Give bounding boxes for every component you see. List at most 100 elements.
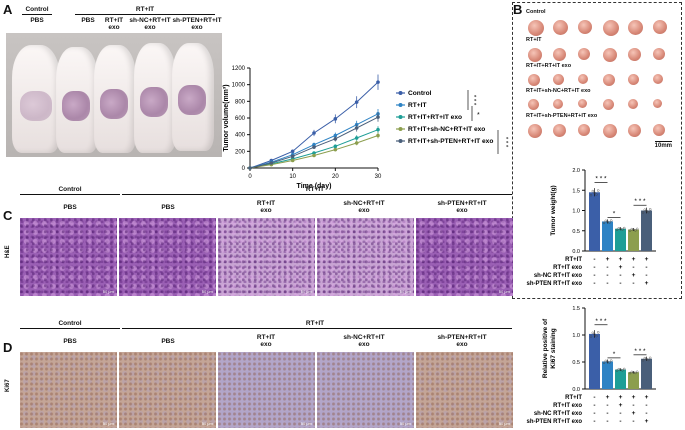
matrix-row-label: sh-NC RT+IT exo [534, 411, 583, 417]
tumor-specimen [653, 124, 665, 136]
tumor-specimen [528, 48, 542, 62]
matrix-sign: - [593, 280, 595, 287]
y-tick-label: 200 [235, 149, 246, 155]
data-point [648, 208, 652, 211]
x-tick-label: 10 [289, 174, 296, 180]
data-point [595, 334, 598, 338]
matrix-sign: + [645, 418, 649, 425]
data-point [593, 333, 596, 336]
d-col-label: sh-PTEN+RT+IT exo [437, 334, 487, 348]
legend-label: Control [408, 90, 432, 97]
matrix-sign: + [645, 394, 649, 401]
tumor-specimen [578, 124, 590, 136]
y-tick-label: 0 [242, 166, 246, 172]
matrix-sign: + [632, 410, 636, 417]
matrix-sign: + [619, 394, 623, 401]
tumor-specimen [528, 20, 544, 36]
data-point [634, 371, 637, 375]
legend-marker [398, 115, 403, 119]
tumor-row-label: RT+IT+sh-NC+RT+IT exo [526, 88, 591, 94]
c-header-line [20, 194, 120, 195]
data-point [641, 359, 645, 362]
significance-stars: * * * [595, 176, 607, 183]
data-point [376, 80, 380, 84]
ki67-chart: 0.0 0.5 1.0 1.5 Relative positive of Ki67 sta… [526, 306, 656, 425]
matrix-sign: - [593, 272, 595, 279]
y-tick-label: 800 [235, 99, 246, 105]
bar [589, 192, 600, 251]
matrix-sign: + [619, 402, 623, 409]
bar [641, 358, 652, 389]
he-row-label: H&E [5, 245, 11, 258]
data-point [645, 209, 648, 213]
series-line [249, 113, 379, 169]
tumor-specimen [653, 99, 662, 108]
tumor-specimen [628, 20, 643, 35]
data-point [596, 331, 600, 334]
data-point [615, 369, 619, 372]
ki67-image: 50 μm [119, 352, 216, 428]
panel-label-d: D [3, 340, 13, 355]
d-header-rtit: RT+IT [305, 320, 325, 327]
c-col-label: RT+IT exo [256, 200, 276, 214]
tumor-specimen [653, 74, 663, 84]
a-group-label: PBS [81, 17, 95, 24]
matrix-sign: - [619, 418, 621, 425]
matrix-sign: + [645, 280, 649, 287]
matrix-sign: - [619, 410, 621, 417]
significance-stars: * [477, 112, 480, 119]
matrix-sign: + [606, 394, 610, 401]
data-point [333, 133, 338, 138]
y-axis-label: Tumor weight(g) [550, 185, 557, 235]
bar [615, 369, 626, 389]
matrix-sign: + [606, 256, 610, 263]
matrix-sign: - [645, 264, 647, 271]
scale-bar: 10mm [654, 141, 672, 149]
c-header-line [122, 194, 512, 195]
data-point [591, 189, 595, 193]
data-point [312, 131, 316, 135]
scale-bar: 50 μm [399, 289, 411, 294]
data-point [269, 161, 274, 165]
y-axis-label: Tumor volume(mm³) [223, 84, 230, 151]
matrix-sign: - [593, 264, 595, 271]
matrix-sign: - [632, 264, 634, 271]
a-header-control: Control [25, 6, 49, 13]
data-point [354, 141, 359, 145]
bar [628, 372, 639, 389]
matrix-sign: + [632, 394, 636, 401]
x-tick-label: 20 [332, 174, 339, 180]
tumor-specimen [553, 20, 568, 35]
y-tick-label: 600 [235, 116, 246, 122]
tumor-specimen [553, 74, 564, 85]
scale-bar: 50 μm [498, 289, 510, 294]
data-point [608, 361, 611, 364]
tumor-specimen [603, 48, 617, 62]
he-image: 50 μm [416, 218, 513, 296]
tumor-specimen [528, 74, 540, 86]
he-image: 50 μm [218, 218, 315, 296]
tumor-row-label: Control [526, 9, 546, 15]
data-point [621, 369, 624, 372]
significance-stars: * * * [595, 318, 607, 325]
data-point [615, 228, 619, 232]
matrix-sign: - [632, 402, 634, 409]
y-tick-label: 1000 [232, 83, 246, 89]
c-col-label: sh-PTEN+RT+IT exo [437, 200, 487, 214]
data-point [628, 229, 632, 232]
significance-stars: * * * [470, 95, 476, 106]
data-point [312, 145, 316, 149]
matrix-sign: - [645, 402, 647, 409]
significance-stars: * [613, 351, 616, 358]
data-point [333, 117, 338, 121]
legend-label: RT+IT+sh-NC+RT+IT exo [408, 126, 485, 133]
tumor-weight-chart: 0.0 0.5 1.0 1.5 2.0 Tumor weight(g) * * * * * * … [526, 168, 656, 287]
matrix-row-label: RT+IT exo [553, 265, 582, 271]
tumor-specimen [628, 99, 638, 109]
bar [615, 228, 626, 251]
significance-stars: * * * [502, 137, 508, 148]
data-point [643, 208, 647, 211]
matrix-sign: - [632, 418, 634, 425]
scale-bar: 50 μm [498, 421, 510, 426]
data-point [312, 142, 316, 147]
